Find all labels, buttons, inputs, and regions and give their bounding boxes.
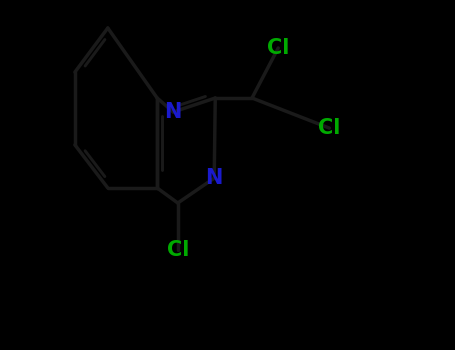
Text: Cl: Cl — [318, 118, 340, 138]
Text: N: N — [206, 168, 223, 188]
Text: Cl: Cl — [267, 38, 289, 58]
Text: N: N — [165, 102, 182, 122]
Text: Cl: Cl — [167, 240, 189, 260]
